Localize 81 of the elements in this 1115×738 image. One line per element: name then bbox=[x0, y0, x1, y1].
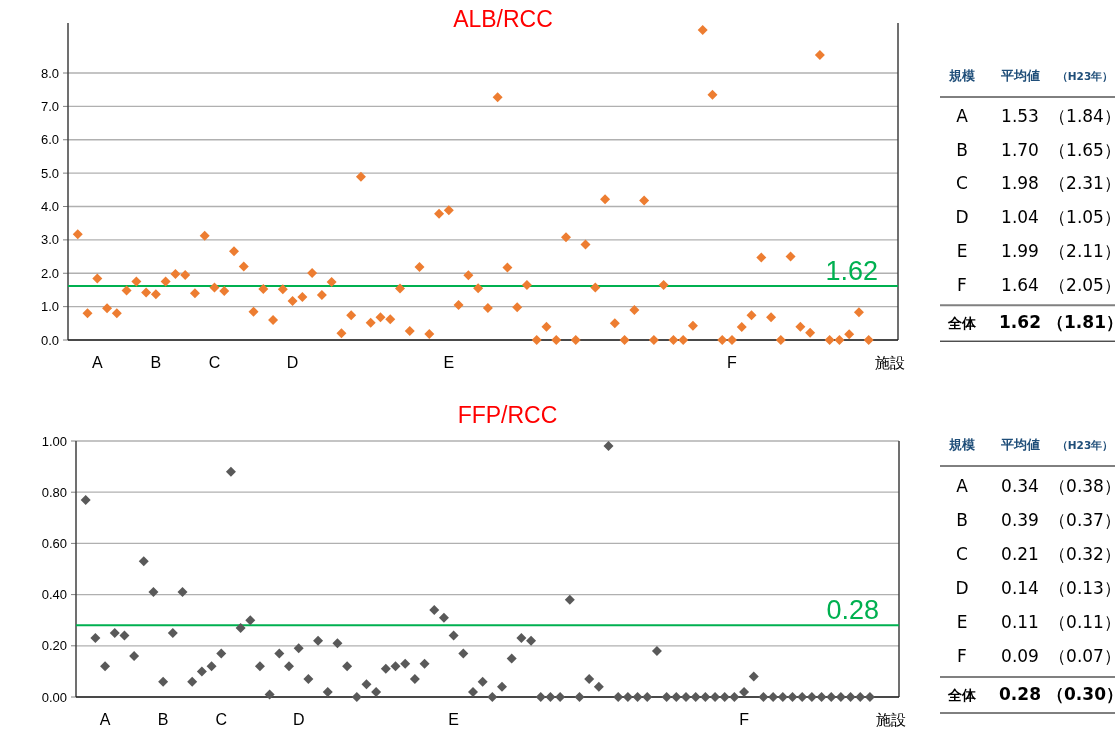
data-label: 1.64 bbox=[1001, 274, 1039, 295]
data-label: 1.62 bbox=[999, 312, 1041, 333]
data-label: （0.37） bbox=[1049, 510, 1115, 530]
text: 規模 bbox=[948, 437, 975, 452]
category-label: C bbox=[956, 544, 968, 564]
text: 平均値 bbox=[999, 68, 1040, 83]
x-tick-label: F bbox=[727, 354, 738, 371]
data-label: 1.04 bbox=[1001, 207, 1039, 228]
x-tick-label: B bbox=[150, 354, 162, 371]
data-label: （0.32） bbox=[1049, 544, 1115, 564]
category-label: A bbox=[956, 106, 969, 126]
y-tick-label: 7.0 bbox=[40, 98, 59, 114]
y-tick-label: 0.0 bbox=[40, 332, 59, 348]
data-label: （0.11） bbox=[1049, 612, 1115, 632]
y-tick-label: 5.0 bbox=[40, 165, 59, 181]
ref-line-label: 0.28 bbox=[826, 595, 879, 626]
category-label: C bbox=[956, 173, 968, 194]
data-label: （2.05） bbox=[1049, 274, 1115, 295]
data-label: 0.14 bbox=[1001, 578, 1039, 598]
y-tick-label: 0.00 bbox=[41, 689, 67, 705]
data-label: 1.53 bbox=[1001, 106, 1039, 126]
x-tick-label: A bbox=[99, 711, 111, 728]
x-tick-label: D bbox=[286, 354, 299, 371]
category-label: E bbox=[956, 612, 968, 632]
data-label: 0.28 bbox=[999, 684, 1041, 704]
x-tick-label: C bbox=[208, 354, 221, 371]
ref-line-label: 1.62 bbox=[825, 255, 878, 286]
data-label: 0.09 bbox=[1001, 646, 1039, 666]
text: 平均値 bbox=[999, 437, 1040, 452]
category-label: F bbox=[957, 274, 967, 295]
category-label: D bbox=[955, 207, 969, 228]
data-label: （0.07） bbox=[1049, 646, 1115, 666]
category-label: A bbox=[956, 476, 969, 496]
data-label: 1.70 bbox=[1001, 139, 1039, 160]
data-label: （1.81） bbox=[1047, 312, 1115, 333]
y-tick-label: 2.0 bbox=[40, 265, 59, 281]
y-tick-label: 6.0 bbox=[40, 132, 59, 148]
category-label: B bbox=[956, 510, 968, 530]
data-label: （0.38） bbox=[1049, 476, 1115, 496]
chart-title: ALB/RCC bbox=[453, 6, 553, 32]
y-tick-label: 1.00 bbox=[41, 433, 67, 449]
x-tick-label: D bbox=[292, 711, 305, 728]
data-label: （0.13） bbox=[1049, 578, 1115, 598]
x-tick-label: E bbox=[448, 711, 459, 728]
x-tick-label: E bbox=[443, 354, 455, 371]
data-label: 0.34 bbox=[1001, 476, 1039, 496]
data-label: （1.05） bbox=[1049, 207, 1115, 228]
category-label: F bbox=[957, 646, 967, 666]
data-label: 0.11 bbox=[1001, 612, 1039, 632]
y-tick-label: 1.0 bbox=[40, 299, 59, 315]
y-tick-label: 3.0 bbox=[40, 232, 59, 248]
y-tick-label: 0.80 bbox=[41, 484, 67, 500]
chart-title: FFP/RCC bbox=[457, 402, 558, 428]
category-label: D bbox=[955, 578, 969, 598]
x-axis-title: 施設 bbox=[876, 711, 906, 729]
data-label: 0.21 bbox=[1001, 544, 1039, 564]
data-label: （0.30） bbox=[1047, 684, 1115, 704]
text: （H23年） bbox=[1056, 70, 1114, 83]
y-tick-label: 4.0 bbox=[40, 199, 59, 214]
y-tick-label: 0.60 bbox=[41, 535, 67, 551]
x-tick-label: C bbox=[215, 711, 228, 728]
data-label: 1.99 bbox=[1001, 240, 1039, 261]
text: 規模 bbox=[948, 68, 975, 83]
category-label: 全体 bbox=[947, 315, 977, 332]
x-tick-label: B bbox=[157, 711, 169, 728]
data-label: （2.31） bbox=[1049, 173, 1115, 194]
text: （H23年） bbox=[1056, 439, 1114, 452]
category-label: B bbox=[956, 139, 968, 160]
category-label: E bbox=[956, 240, 968, 261]
data-label: （2.11） bbox=[1049, 240, 1115, 261]
data-label: （1.65） bbox=[1049, 139, 1115, 160]
y-tick-label: 0.40 bbox=[41, 587, 67, 603]
data-label: （1.84） bbox=[1049, 106, 1115, 126]
data-label: 1.98 bbox=[1001, 173, 1039, 194]
y-tick-label: 0.20 bbox=[41, 638, 67, 654]
x-tick-label: F bbox=[739, 711, 750, 728]
y-tick-label: 8.0 bbox=[40, 65, 59, 81]
category-label: 全体 bbox=[947, 687, 977, 703]
data-label: 0.39 bbox=[1001, 510, 1039, 530]
x-axis-title: 施設 bbox=[875, 354, 905, 372]
x-tick-label: A bbox=[91, 354, 103, 371]
